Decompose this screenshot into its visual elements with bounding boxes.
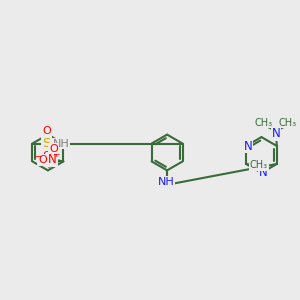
Text: N: N xyxy=(244,140,252,152)
Text: NH: NH xyxy=(158,177,175,187)
Text: N: N xyxy=(48,153,57,167)
Text: −: − xyxy=(34,151,42,160)
Text: NH: NH xyxy=(53,139,70,148)
Text: O: O xyxy=(49,143,58,154)
Text: O: O xyxy=(42,151,51,161)
Text: CH₃: CH₃ xyxy=(279,118,297,128)
Text: O: O xyxy=(38,155,47,165)
Text: N: N xyxy=(259,166,268,179)
Text: O: O xyxy=(42,126,51,136)
Text: CH₃: CH₃ xyxy=(250,160,268,170)
Text: N: N xyxy=(272,127,280,140)
Text: +: + xyxy=(52,151,60,160)
Text: CH₃: CH₃ xyxy=(255,118,273,128)
Text: S: S xyxy=(42,137,50,150)
